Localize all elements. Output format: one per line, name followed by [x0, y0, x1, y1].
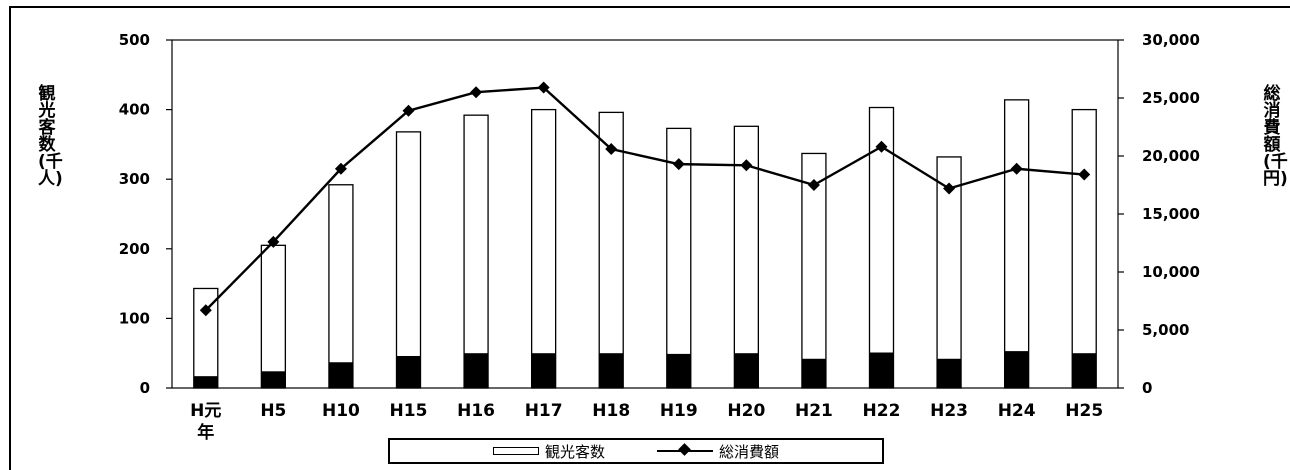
spending-marker [740, 159, 753, 172]
y-right-tick-label: 0 [1142, 379, 1152, 397]
visitors-bar-base [396, 355, 421, 388]
spending-marker [605, 143, 618, 156]
x-tick-label: H16 [457, 401, 495, 421]
x-tick-label: H19 [660, 401, 698, 421]
y-left-tick-label: 200 [119, 240, 150, 258]
visitors-bar [260, 244, 287, 389]
y-right-tick-label: 20,000 [1142, 147, 1200, 165]
visitors-bar-base [1072, 353, 1097, 388]
visitors-bar [463, 114, 489, 389]
spending-marker [943, 182, 956, 195]
spending-marker [267, 235, 280, 248]
visitors-bar-base [734, 353, 759, 388]
plot-area [171, 39, 1119, 389]
spending-marker [199, 304, 212, 317]
x-tick-label: H23 [930, 401, 968, 421]
y-left-tick-label: 500 [119, 31, 150, 49]
visitors-bar-base [328, 362, 353, 388]
y-right-tick-label: 5,000 [1142, 321, 1189, 339]
x-tick-label: H18 [592, 401, 630, 421]
spending-marker [875, 140, 888, 153]
visitors-bar-base [531, 353, 556, 388]
x-tick-label: H25 [1065, 401, 1103, 421]
spending-marker [1010, 162, 1023, 175]
x-tick-label: H10 [322, 401, 360, 421]
spending-marker [470, 86, 483, 99]
x-tick-label: H元 [190, 401, 221, 421]
visitors-bar [395, 131, 422, 389]
bar-swatch-icon [492, 447, 539, 455]
x-tick-label: H21 [795, 401, 833, 421]
visitors-bar-base [1004, 351, 1029, 388]
legend-label-spending: 総消費額 [719, 442, 780, 461]
visitors-bar-base [869, 352, 894, 388]
legend-label-visitors: 観光客数 [544, 442, 605, 461]
visitors-bar [530, 108, 557, 389]
y-right-tick-label: 30,000 [1142, 31, 1200, 49]
spending-marker [537, 81, 550, 94]
line-marker-icon [657, 450, 713, 452]
x-tick-label: H22 [863, 401, 901, 421]
y-right-tick-label: 25,000 [1142, 89, 1200, 107]
legend-item-spending: 総消費額 [657, 441, 779, 462]
spending-marker [672, 158, 685, 171]
spending-marker [1078, 168, 1091, 181]
y-left-tick-label: 100 [119, 309, 150, 327]
y-left-tick-label: 0 [140, 379, 150, 397]
legend-item-visitors: 観光客数 [492, 441, 605, 462]
visitors-bar-base [464, 353, 489, 388]
visitors-bar-base [599, 353, 624, 388]
y-right-tick-label: 15,000 [1142, 205, 1200, 223]
x-tick-label: 年 [197, 422, 214, 443]
visitors-bar-base [937, 358, 962, 388]
spending-marker [807, 179, 820, 191]
x-tick-label: H17 [525, 401, 563, 421]
spending-line [204, 86, 1085, 312]
x-tick-label: H5 [260, 401, 286, 421]
legend: 観光客数 総消費額 [388, 438, 884, 464]
visitors-bar [328, 184, 354, 389]
visitors-bar [1071, 108, 1097, 389]
x-tick-label: H24 [998, 401, 1036, 421]
visitors-bar [598, 111, 624, 389]
visitors-bar-base [801, 358, 826, 388]
visitors-bar-base [193, 376, 218, 388]
y-right-tick-label: 10,000 [1142, 263, 1200, 281]
y-left-tick-label: 400 [119, 101, 150, 119]
x-tick-label: H20 [727, 401, 765, 421]
visitors-bar [1003, 99, 1030, 389]
visitors-bar [801, 152, 827, 389]
spending-marker [334, 162, 347, 175]
chart-frame [9, 6, 1290, 470]
visitors-bar-base [666, 353, 691, 388]
spending-marker [402, 104, 415, 117]
x-tick-label: H15 [390, 401, 428, 421]
y-left-tick-label: 300 [119, 170, 150, 188]
visitors-bar [936, 156, 962, 389]
visitors-bar-base [261, 371, 286, 388]
